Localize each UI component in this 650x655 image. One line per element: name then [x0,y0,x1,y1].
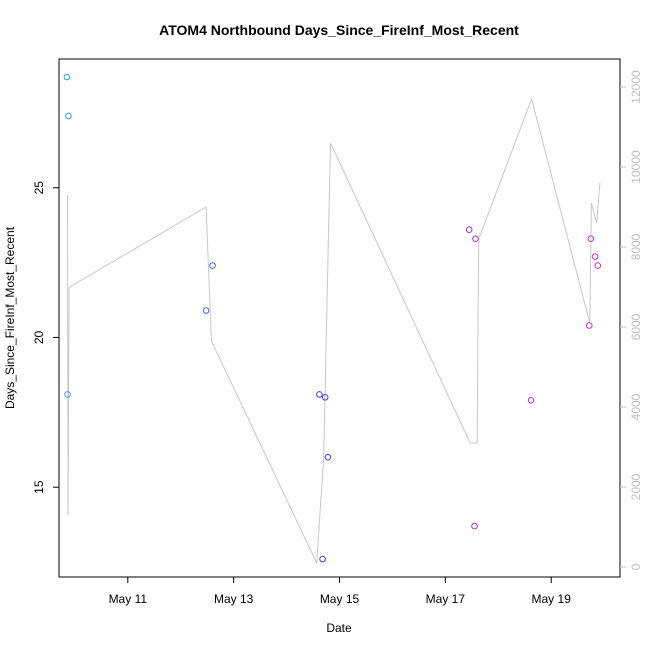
x-axis: May 11 May 13 May 15 May 17 May 19 [109,577,572,606]
data-point [316,391,323,398]
x-axis-label: Date [326,621,352,635]
data-point [64,391,71,398]
y-axis-label: Days_Since_FireInf_Most_Recent [3,226,17,409]
data-point [471,522,478,530]
data-point [209,262,216,269]
data-point [319,555,326,563]
line-series [67,97,601,565]
data-point [465,226,473,233]
x-tick-label: May 15 [320,592,360,606]
data-point [202,307,210,314]
data-point [591,253,599,260]
data-point [324,453,332,461]
data-point [63,73,71,81]
x-tick-label: May 19 [532,592,572,606]
data-point [321,394,329,401]
y-tick-label: 15 [32,480,46,494]
y2-tick-label: 12000 [629,70,643,104]
data-point [472,235,479,242]
data-point [65,112,72,120]
data-point [587,235,595,242]
series-line [67,97,601,565]
data-point [527,397,535,404]
y-axis-left: 15 20 25 [32,181,59,494]
chart-title: ATOM4 Northbound Days_Since_FireInf_Most… [159,22,519,38]
plot-frame [58,58,621,578]
y2-tick-label: 0 [629,563,643,570]
y-axis-right: 0 2000 4000 6000 8000 10000 12000 [620,70,643,570]
data-point [594,262,602,269]
y2-tick-label: 10000 [629,150,643,184]
x-tick-label: May 11 [109,592,148,606]
scatter-points [63,73,602,563]
y-tick-label: 20 [32,330,46,344]
y2-tick-label: 8000 [629,233,643,260]
x-tick-label: May 13 [214,592,254,606]
y2-tick-label: 2000 [629,473,643,500]
y2-tick-label: 6000 [629,313,643,340]
y-tick-label: 25 [32,181,46,195]
y2-tick-label: 4000 [629,393,643,420]
x-tick-label: May 17 [426,592,466,606]
data-point [586,322,593,329]
